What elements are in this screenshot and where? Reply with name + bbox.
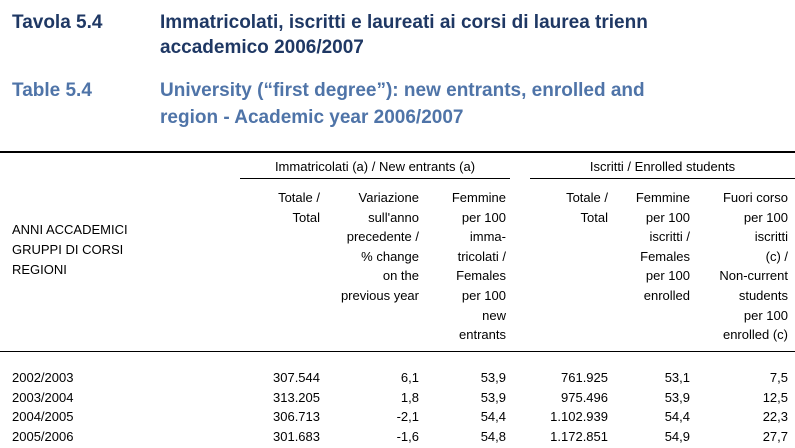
stub-header: GRUPPI DI CORSI — [12, 242, 124, 257]
table-title: accademico 2006/2007 — [160, 37, 364, 58]
column-header: enrolled — [643, 288, 690, 303]
cell: 975.496 — [561, 389, 608, 405]
column-header: imma- — [469, 229, 506, 245]
column-header: per 100 — [645, 209, 690, 225]
cell: 53,1 — [664, 370, 690, 385]
table-title: Immatricolati, iscritti e laureati ai co… — [160, 12, 648, 33]
column-header: per 100 — [743, 307, 788, 323]
column-header: Total — [580, 209, 608, 225]
cell: -2,1 — [396, 409, 419, 425]
cell: 307.544 — [273, 370, 320, 385]
cell: 54,8 — [480, 429, 506, 445]
cell: 1,8 — [400, 389, 419, 405]
table-title: University (“first degree”): new entrant… — [160, 80, 645, 101]
cell: 53,9 — [664, 389, 690, 405]
column-header: iscritti / — [649, 229, 690, 245]
column-header: Totale / — [566, 190, 608, 205]
group-header: Immatricolati (a) / New entrants (a) — [274, 159, 476, 174]
column-header: Females — [456, 268, 506, 284]
column-header: students — [738, 288, 788, 303]
column-header: (c) / — [765, 248, 788, 264]
cell: 761.925 — [561, 370, 608, 385]
column-header: Fuori corso — [722, 190, 788, 205]
column-header: iscritti — [754, 229, 788, 245]
column-header: precedente / — [346, 229, 419, 245]
cell: 6,1 — [400, 370, 419, 385]
column-header: tricolati / — [457, 248, 506, 264]
cell: 27,7 — [762, 429, 788, 445]
column-header: Total — [292, 209, 320, 225]
column-header: Females — [640, 248, 690, 264]
column-header: Variazione — [358, 190, 419, 205]
column-header: new — [482, 307, 506, 323]
rule — [0, 151, 795, 153]
column-header: per 100 — [461, 209, 506, 225]
row-label: 2003/2004 — [12, 389, 74, 405]
cell: 306.713 — [273, 409, 320, 425]
column-header: Non-current — [719, 268, 788, 284]
row-label: 2005/2006 — [12, 429, 74, 445]
column-header: previous year — [340, 288, 419, 303]
table-title: region - Academic year 2006/2007 — [160, 107, 464, 128]
cell: 54,9 — [664, 429, 690, 445]
cell: 12,5 — [762, 389, 788, 405]
column-header: Totale / — [278, 190, 320, 205]
column-header: per 100 — [461, 288, 506, 303]
cell: 301.683 — [273, 429, 320, 445]
table-label: Tavola 5.4 — [12, 12, 103, 33]
cell: 53,9 — [480, 389, 506, 405]
column-header: sull'anno — [368, 209, 419, 225]
table-label: Table 5.4 — [12, 80, 92, 101]
column-header: on the — [382, 268, 419, 284]
column-header: enrolled (c) — [722, 327, 788, 343]
column-header: per 100 — [645, 268, 690, 284]
column-header: Femmine — [635, 190, 690, 205]
rule — [0, 351, 795, 352]
cell: 7,5 — [769, 370, 788, 385]
cell: 1.102.939 — [550, 409, 608, 425]
rule — [240, 178, 510, 179]
cell: 1.172.851 — [550, 429, 608, 445]
cell: 54,4 — [664, 409, 690, 425]
column-header: entrants — [459, 327, 506, 343]
column-header: % change — [361, 248, 419, 264]
row-label: 2002/2003 — [12, 370, 74, 385]
row-label: 2004/2005 — [12, 409, 74, 425]
cell: 22,3 — [762, 409, 788, 425]
stub-header: ANNI ACCADEMICI — [12, 222, 128, 237]
cell: 313.205 — [273, 389, 320, 405]
cell: 54,4 — [480, 409, 506, 425]
cell: -1,6 — [396, 429, 419, 445]
column-header: Femmine — [451, 190, 506, 205]
column-header: per 100 — [743, 209, 788, 225]
group-header: Iscritti / Enrolled students — [589, 159, 736, 174]
cell: 53,9 — [480, 370, 506, 385]
rule — [530, 178, 795, 179]
stub-header: REGIONI — [12, 262, 67, 277]
